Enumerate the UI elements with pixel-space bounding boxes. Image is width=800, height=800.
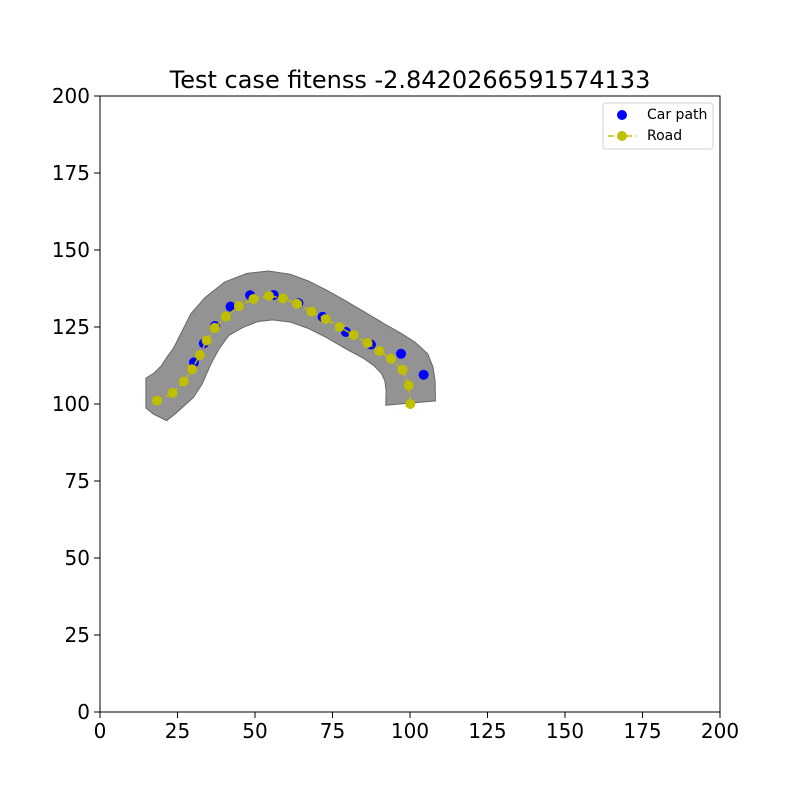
car-path-point-10 bbox=[396, 348, 407, 359]
legend: Car path Road bbox=[602, 102, 714, 150]
legend-frame bbox=[602, 102, 714, 150]
road-point-0 bbox=[152, 395, 163, 406]
y-tick-label-5: 125 bbox=[52, 315, 90, 339]
y-tick-label-6: 150 bbox=[52, 238, 90, 262]
legend-marker-car-path bbox=[617, 110, 627, 120]
road-point-1 bbox=[167, 387, 178, 398]
road-point-13 bbox=[306, 306, 317, 317]
car-path-point-3 bbox=[225, 301, 236, 312]
x-tick-label-8: 200 bbox=[701, 719, 739, 743]
road-point-12 bbox=[292, 298, 303, 309]
x-tick-label-4: 100 bbox=[391, 719, 429, 743]
x-axis: 0 25 50 75 100 125 150 175 200 bbox=[94, 712, 739, 743]
y-tick-label-7: 175 bbox=[52, 161, 90, 185]
road-point-11 bbox=[277, 293, 288, 304]
car-path-point-11 bbox=[418, 369, 429, 380]
y-tick-label-4: 100 bbox=[52, 392, 90, 416]
y-tick-label-3: 75 bbox=[65, 469, 90, 493]
road-point-7 bbox=[220, 311, 231, 322]
road-point-17 bbox=[362, 338, 373, 349]
x-tick-label-6: 150 bbox=[546, 719, 584, 743]
x-tick-label-3: 75 bbox=[320, 719, 345, 743]
x-tick-label-7: 175 bbox=[623, 719, 661, 743]
x-tick-label-5: 125 bbox=[468, 719, 506, 743]
y-tick-label-2: 50 bbox=[65, 546, 90, 570]
y-tick-label-0: 0 bbox=[77, 700, 90, 724]
road-point-19 bbox=[386, 353, 397, 364]
y-axis: 0 25 50 75 100 125 150 175 200 bbox=[52, 84, 100, 724]
x-tick-label-2: 50 bbox=[242, 719, 267, 743]
road-point-18 bbox=[374, 346, 385, 357]
road-point-2 bbox=[178, 376, 189, 387]
legend-label-road: Road bbox=[647, 128, 682, 144]
road-point-21 bbox=[403, 380, 414, 391]
chart-title: Test case fitenss -2.8420266591574133 bbox=[169, 66, 651, 94]
y-tick-label-1: 25 bbox=[65, 623, 90, 647]
x-tick-label-0: 0 bbox=[94, 719, 107, 743]
road-point-10 bbox=[263, 290, 274, 301]
road-point-6 bbox=[209, 322, 220, 333]
road-point-9 bbox=[248, 293, 259, 304]
road-point-16 bbox=[348, 330, 359, 341]
road-point-15 bbox=[334, 322, 345, 332]
road-point-3 bbox=[187, 364, 198, 375]
legend-marker-road bbox=[617, 131, 627, 141]
y-tick-label-8: 200 bbox=[52, 84, 90, 108]
legend-label-car-path: Car path bbox=[647, 107, 707, 123]
x-tick-label-1: 25 bbox=[165, 719, 190, 743]
road-point-20 bbox=[397, 364, 408, 375]
road-point-5 bbox=[201, 335, 212, 346]
road-point-22 bbox=[405, 399, 416, 409]
road-point-14 bbox=[320, 313, 331, 324]
road-point-8 bbox=[233, 301, 244, 312]
series-layer bbox=[152, 289, 429, 409]
road-point-4 bbox=[194, 350, 205, 361]
